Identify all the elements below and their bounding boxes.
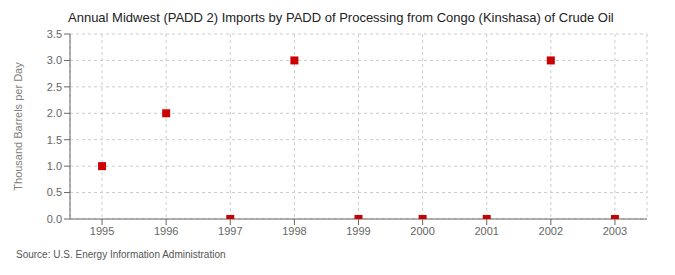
svg-text:1.0: 1.0 <box>47 160 62 172</box>
svg-text:2.5: 2.5 <box>47 81 62 93</box>
svg-text:1999: 1999 <box>346 225 370 237</box>
svg-text:2003: 2003 <box>603 225 627 237</box>
svg-text:1998: 1998 <box>282 225 306 237</box>
svg-text:0.5: 0.5 <box>47 186 62 198</box>
svg-text:1997: 1997 <box>218 225 242 237</box>
svg-text:2002: 2002 <box>539 225 563 237</box>
svg-text:1.5: 1.5 <box>47 134 62 146</box>
svg-text:3.0: 3.0 <box>47 54 62 66</box>
html-text:Annual Midwest (PADD 2) Import: Annual Midwest (PADD 2) Imports by PADD … <box>68 10 614 25</box>
html-text:Source: U.S. Energy Informatio: Source: U.S. Energy Information Administ… <box>16 249 226 260</box>
svg-text:Thousand Barrels per Day: Thousand Barrels per Day <box>12 62 24 191</box>
svg-text:1995: 1995 <box>90 225 114 237</box>
svg-text:2001: 2001 <box>474 225 498 237</box>
svg-text:1996: 1996 <box>154 225 178 237</box>
svg-text:0.0: 0.0 <box>47 213 62 225</box>
svg-text:2.0: 2.0 <box>47 107 62 119</box>
svg-text:2000: 2000 <box>410 225 434 237</box>
svg-text:3.5: 3.5 <box>47 28 62 40</box>
